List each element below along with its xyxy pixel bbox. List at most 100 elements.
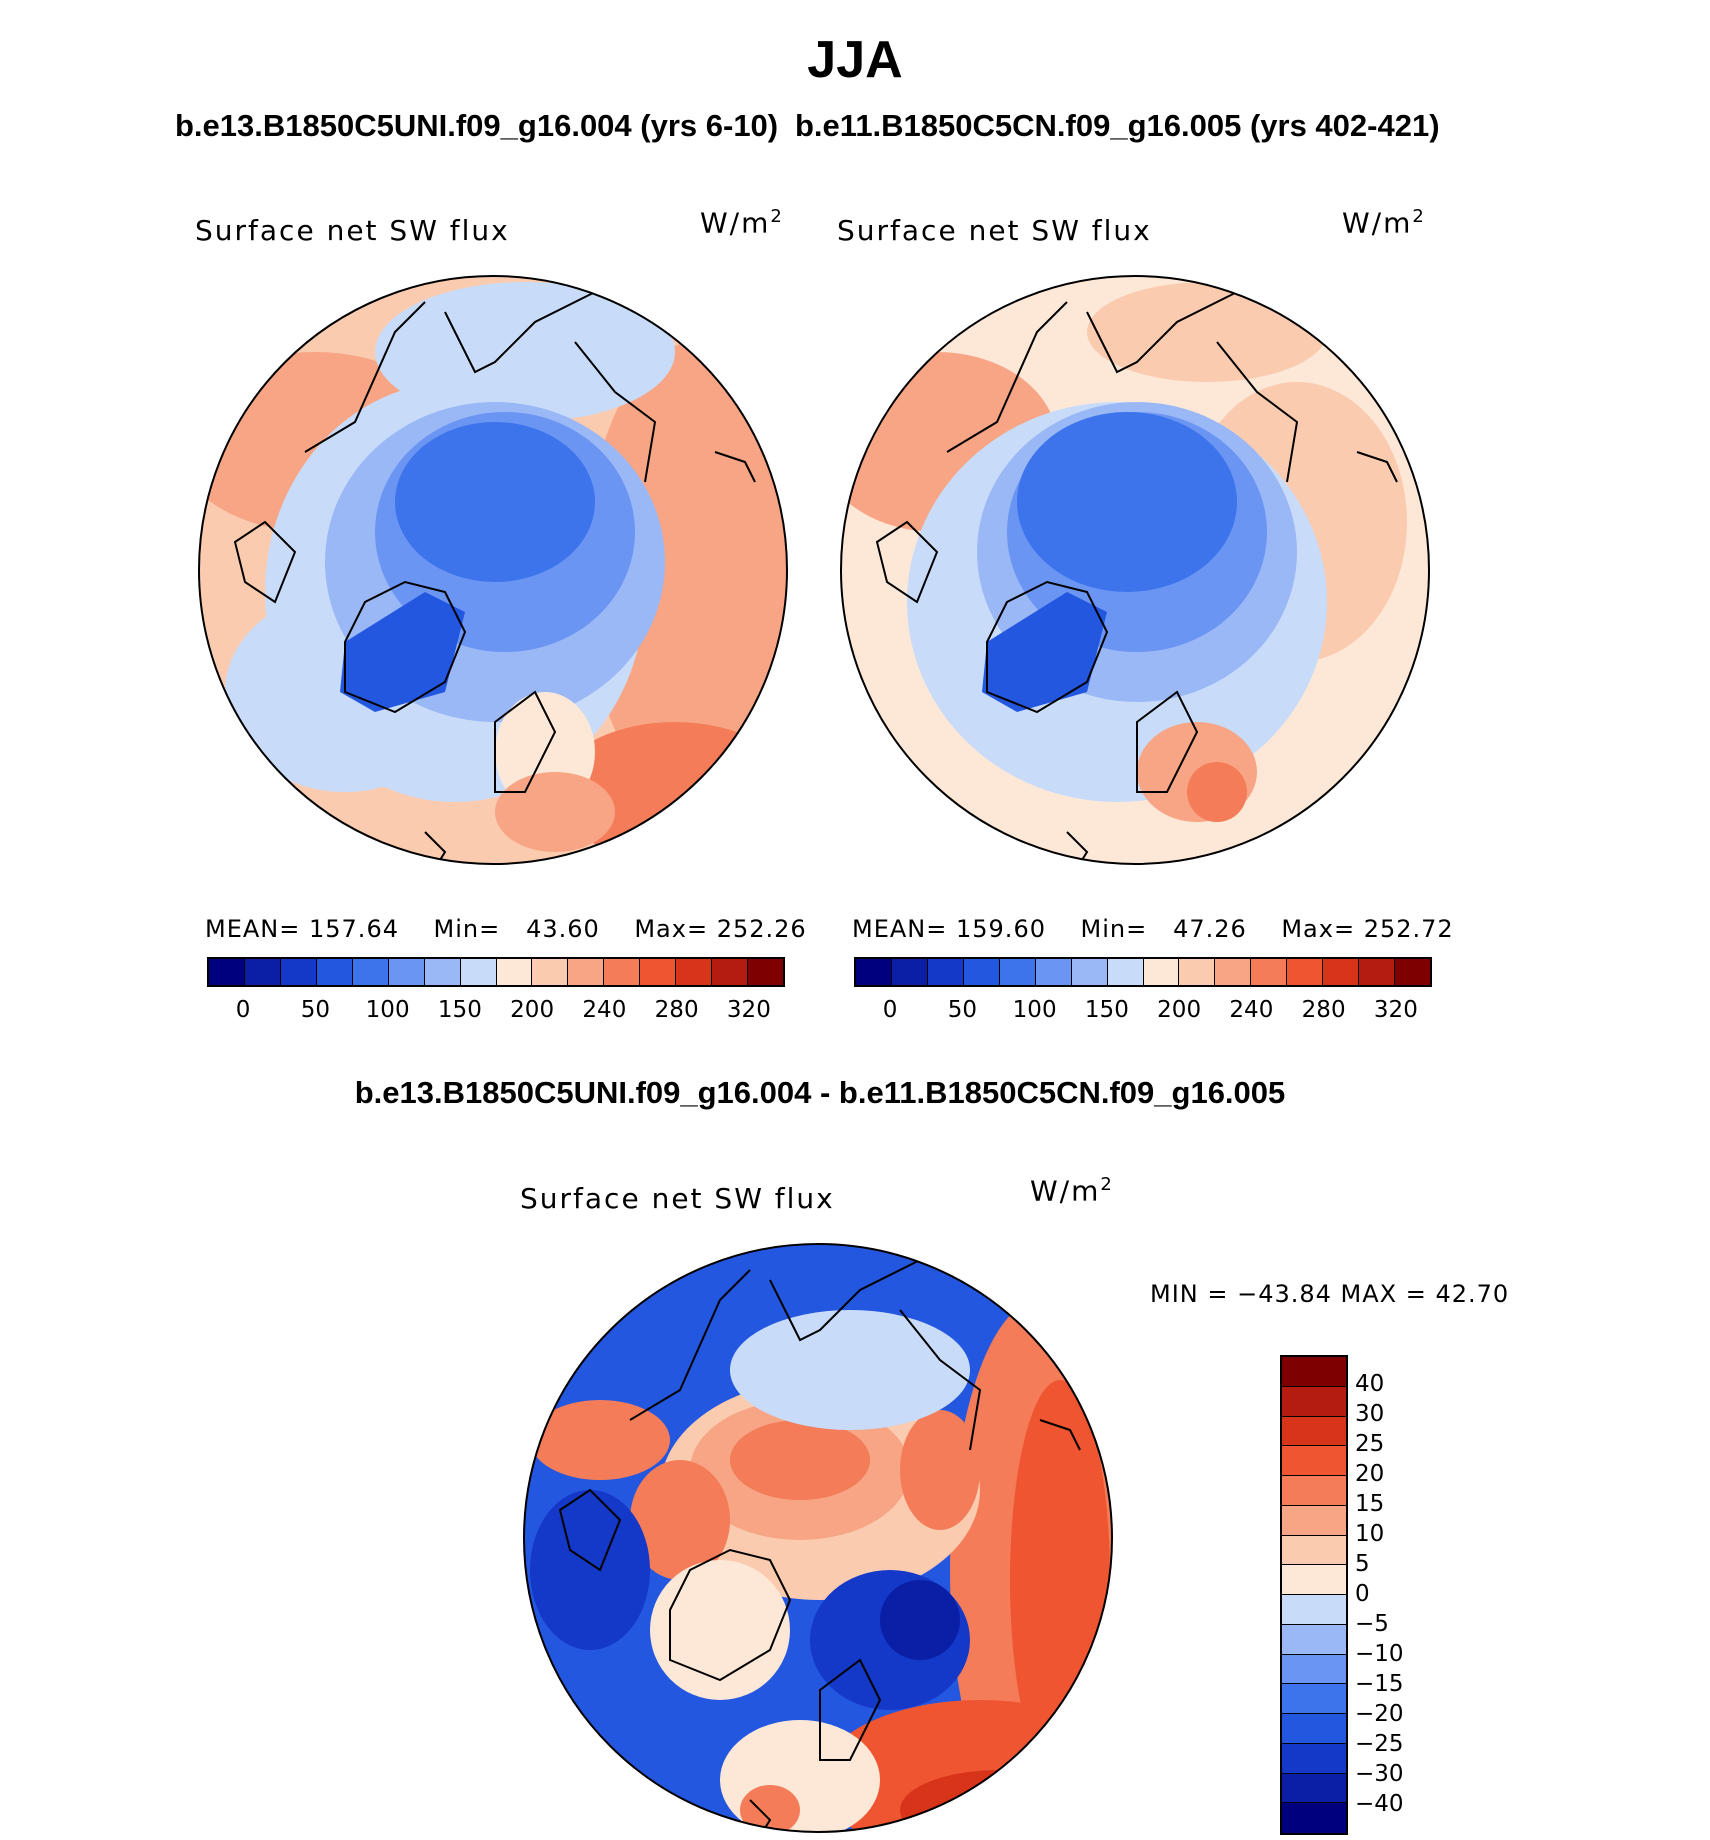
panel1-variable: Surface net SW flux bbox=[195, 214, 510, 247]
colorbar-box bbox=[1282, 1416, 1346, 1447]
colorbar-diff bbox=[1280, 1355, 1348, 1835]
colorbar-tick-label: −5 bbox=[1355, 1611, 1389, 1637]
figure-title: JJA bbox=[807, 31, 903, 89]
colorbar-box bbox=[927, 959, 964, 985]
colorbar-tick-label: −10 bbox=[1355, 1641, 1404, 1667]
colorbar-box bbox=[424, 959, 461, 985]
colorbar-box bbox=[244, 959, 281, 985]
colorbar-box bbox=[1143, 959, 1180, 985]
colorbar-box bbox=[999, 959, 1036, 985]
colorbar-box bbox=[1282, 1773, 1346, 1804]
colorbar-tick-label: 240 bbox=[1229, 997, 1274, 1023]
colorbar-tick-label: 50 bbox=[300, 997, 331, 1023]
colorbar-box bbox=[1282, 1357, 1346, 1387]
colorbar-box bbox=[460, 959, 497, 985]
colorbar-panel1 bbox=[207, 957, 785, 987]
colorbar-tick-label: 150 bbox=[1084, 997, 1129, 1023]
colorbar-box bbox=[1359, 959, 1396, 985]
panel2-stats: MEAN= 159.60 Min= 47.26 Max= 252.72 bbox=[852, 915, 1454, 943]
colorbar-box bbox=[1107, 959, 1144, 985]
colorbar-box bbox=[209, 959, 245, 985]
colorbar-tick-label: 40 bbox=[1355, 1371, 1385, 1397]
colorbar-tick-label: −25 bbox=[1355, 1731, 1404, 1757]
colorbar-tick-label: 0 bbox=[882, 997, 898, 1023]
colorbar-box bbox=[1282, 1624, 1346, 1655]
colorbar-tick-label: 0 bbox=[235, 997, 251, 1023]
colorbar-box bbox=[1282, 1684, 1346, 1714]
colorbar-tick-label: 280 bbox=[654, 997, 699, 1023]
colorbar-box bbox=[1323, 959, 1360, 985]
panel2-title: b.e11.B1850C5CN.f09_g16.005 (yrs 402-421… bbox=[795, 108, 1440, 143]
panel2-variable: Surface net SW flux bbox=[837, 214, 1152, 247]
colorbar-box bbox=[280, 959, 317, 985]
colorbar-box bbox=[1282, 1595, 1346, 1625]
colorbar-tick-label: 10 bbox=[1355, 1521, 1385, 1547]
colorbar-tick-label: 25 bbox=[1355, 1431, 1385, 1457]
colorbar-tick-label: 280 bbox=[1301, 997, 1346, 1023]
colorbar-box bbox=[532, 959, 569, 985]
diff-title: b.e13.B1850C5UNI.f09_g16.004 - b.e11.B18… bbox=[354, 1075, 1286, 1110]
colorbar-box bbox=[1287, 959, 1324, 985]
colorbar-box bbox=[1282, 1714, 1346, 1744]
colorbar-tick-label: −20 bbox=[1355, 1701, 1404, 1727]
colorbar-tick-label: 320 bbox=[1373, 997, 1418, 1023]
colorbar-box bbox=[316, 959, 353, 985]
colorbar-box bbox=[1071, 959, 1108, 985]
diff-minmax: MIN = −43.84 MAX = 42.70 bbox=[1150, 1280, 1510, 1308]
colorbar-box bbox=[604, 959, 641, 985]
colorbar-tick-label: −40 bbox=[1355, 1791, 1404, 1817]
panel1-units: W/m2 bbox=[700, 206, 784, 240]
colorbar-box bbox=[1282, 1743, 1346, 1774]
colorbar-box bbox=[856, 959, 892, 985]
colorbar-box bbox=[676, 959, 713, 985]
colorbar-box bbox=[712, 959, 749, 985]
colorbar-tick-label: 50 bbox=[947, 997, 978, 1023]
colorbar-tick-label: 240 bbox=[582, 997, 627, 1023]
colorbar-tick-label: 100 bbox=[365, 997, 410, 1023]
colorbar-box bbox=[963, 959, 1000, 985]
colorbar-box bbox=[352, 959, 389, 985]
map-diff bbox=[523, 1243, 1113, 1833]
colorbar-box bbox=[496, 959, 533, 985]
colorbar-box bbox=[568, 959, 605, 985]
diff-variable: Surface net SW flux bbox=[520, 1182, 835, 1215]
panel1-stats: MEAN= 157.64 Min= 43.60 Max= 252.26 bbox=[205, 915, 807, 943]
colorbar-tick-label: 20 bbox=[1355, 1461, 1385, 1487]
map-panel1 bbox=[198, 275, 788, 865]
panel2-units: W/m2 bbox=[1342, 206, 1426, 240]
colorbar-box bbox=[1282, 1803, 1346, 1833]
colorbar-box bbox=[1035, 959, 1072, 985]
colorbar-box bbox=[1395, 959, 1430, 985]
colorbar-tick-label: −30 bbox=[1355, 1761, 1404, 1787]
colorbar-panel2 bbox=[854, 957, 1432, 987]
panel1-title: b.e13.B1850C5UNI.f09_g16.004 (yrs 6-10) bbox=[175, 108, 779, 143]
colorbar-tick-label: 150 bbox=[437, 997, 482, 1023]
colorbar-tick-label: 100 bbox=[1012, 997, 1057, 1023]
colorbar-box bbox=[640, 959, 677, 985]
colorbar-panel1-ticks: 0 50 100 150 200 240 280 320 bbox=[207, 997, 785, 1027]
diff-units: W/m2 bbox=[1030, 1174, 1114, 1208]
colorbar-tick-label: 200 bbox=[510, 997, 555, 1023]
colorbar-panel2-ticks: 0 50 100 150 200 240 280 320 bbox=[854, 997, 1432, 1027]
colorbar-box bbox=[1282, 1505, 1346, 1536]
colorbar-tick-label: 5 bbox=[1355, 1551, 1370, 1577]
colorbar-tick-label: 0 bbox=[1355, 1581, 1370, 1607]
colorbar-box bbox=[891, 959, 928, 985]
colorbar-tick-label: 320 bbox=[726, 997, 771, 1023]
colorbar-box bbox=[1282, 1535, 1346, 1566]
colorbar-box bbox=[1215, 959, 1252, 985]
colorbar-box bbox=[1179, 959, 1216, 985]
map-panel2 bbox=[840, 275, 1430, 865]
colorbar-box bbox=[748, 959, 783, 985]
colorbar-box bbox=[388, 959, 425, 985]
colorbar-box bbox=[1251, 959, 1288, 985]
colorbar-box bbox=[1282, 1446, 1346, 1476]
colorbar-box bbox=[1282, 1476, 1346, 1506]
colorbar-diff-ticks: 40 30 25 20 15 10 5 0 −5 −10 −15 −20 −25 −30 −40 bbox=[1355, 1355, 1435, 1835]
colorbar-tick-label: −15 bbox=[1355, 1671, 1404, 1697]
colorbar-tick-label: 30 bbox=[1355, 1401, 1385, 1427]
colorbar-box bbox=[1282, 1565, 1346, 1595]
colorbar-tick-label: 200 bbox=[1157, 997, 1202, 1023]
colorbar-box bbox=[1282, 1654, 1346, 1685]
colorbar-box bbox=[1282, 1386, 1346, 1417]
